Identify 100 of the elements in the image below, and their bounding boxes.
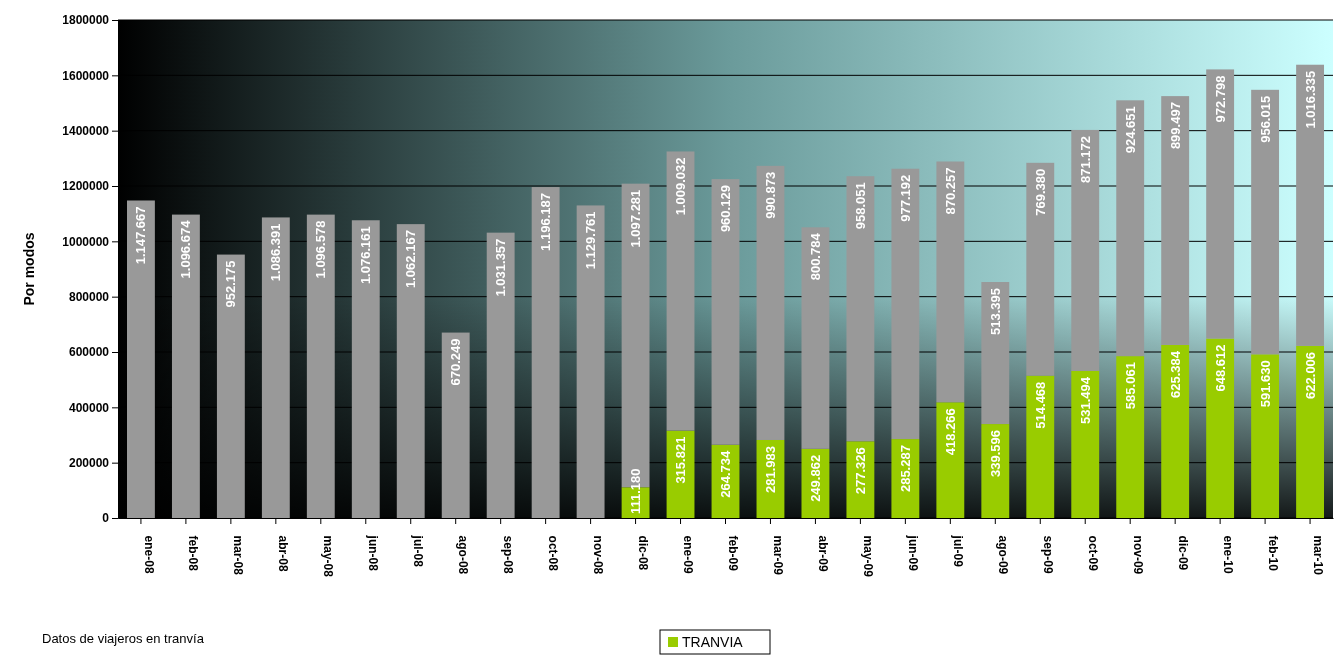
data-label: 1.086.391 — [268, 223, 284, 282]
data-label: 264.734 — [718, 450, 734, 498]
data-label: 591.630 — [1257, 360, 1273, 408]
y-tick-label: 600000 — [68, 345, 110, 360]
data-label: 990.873 — [763, 171, 779, 219]
x-tick-label: mar-09 — [771, 535, 786, 576]
data-label: 111.180 — [628, 468, 644, 514]
y-tick-label: 1400000 — [62, 124, 110, 139]
data-label: 625.384 — [1167, 350, 1183, 398]
bar — [1206, 69, 1235, 339]
data-label: 1.147.667 — [133, 206, 149, 265]
data-label: 1.196.187 — [538, 193, 554, 251]
data-label: 1.096.674 — [178, 219, 194, 279]
data-label: 1.096.578 — [313, 220, 329, 279]
data-label: 1.129.761 — [583, 211, 599, 270]
bar — [756, 165, 785, 440]
x-tick-label: ene-09 — [681, 535, 696, 574]
x-tick-label: dic-08 — [636, 535, 651, 571]
data-label: 871.172 — [1077, 135, 1093, 183]
x-tick-label: abr-08 — [276, 535, 291, 572]
bar — [1206, 338, 1235, 518]
y-tick-label: 400000 — [68, 400, 110, 415]
data-label: 418.266 — [942, 408, 958, 456]
bar — [1026, 162, 1055, 376]
x-tick-label: oct-08 — [546, 535, 561, 572]
x-tick-label: jun-08 — [366, 534, 381, 572]
data-label: 1.097.281 — [628, 189, 644, 248]
bar — [1251, 354, 1280, 518]
x-tick-label: sep-08 — [501, 535, 516, 574]
y-tick-label: 800000 — [68, 290, 110, 305]
bar — [1296, 345, 1325, 518]
data-label: 648.612 — [1212, 344, 1228, 392]
bar — [1116, 100, 1145, 357]
data-label: 960.129 — [718, 185, 734, 233]
bar — [1161, 344, 1190, 518]
bar — [171, 214, 200, 518]
data-label: 315.821 — [673, 436, 689, 484]
data-label: 531.494 — [1077, 376, 1093, 424]
data-label: 281.983 — [763, 445, 779, 493]
y-tick-label: 1800000 — [62, 13, 110, 28]
bar — [261, 217, 290, 518]
data-label: 670.249 — [448, 338, 464, 386]
bar — [306, 214, 335, 518]
legend-label: TRANVIA — [682, 634, 744, 650]
bar — [531, 187, 560, 518]
y-tick-label: 200000 — [68, 456, 110, 471]
data-label: 769.380 — [1032, 168, 1048, 216]
bar — [1026, 375, 1055, 518]
x-tick-label: ene-10 — [1220, 535, 1235, 574]
x-tick-label: jul-09 — [950, 534, 965, 568]
x-tick-label: jul-08 — [411, 534, 426, 568]
x-tick-label: nov-09 — [1130, 535, 1145, 575]
bar — [1071, 370, 1100, 518]
y-tick-label: 1000000 — [62, 234, 110, 249]
x-tick-label: may-08 — [321, 535, 336, 578]
data-label: 972.798 — [1212, 75, 1228, 123]
x-tick-label: sep-09 — [1040, 535, 1055, 574]
x-tick-label: dic-09 — [1175, 535, 1190, 571]
bar — [711, 179, 740, 445]
data-label: 870.257 — [942, 167, 958, 215]
bar — [351, 220, 380, 518]
data-label: 339.596 — [987, 430, 1003, 478]
bar — [846, 176, 875, 442]
bar — [936, 402, 965, 518]
bar — [936, 161, 965, 403]
data-label: 952.175 — [223, 260, 239, 308]
bar — [981, 282, 1010, 425]
bar — [1116, 356, 1145, 518]
text: Datos de viajeros en tranvía — [42, 631, 205, 646]
data-label: 958.051 — [852, 182, 868, 230]
data-label: 285.287 — [897, 445, 913, 493]
data-label: 1.076.161 — [358, 226, 374, 285]
bar — [486, 232, 515, 518]
x-tick-label: jun-09 — [905, 534, 920, 572]
data-label: 514.468 — [1032, 381, 1048, 429]
bar — [126, 200, 155, 518]
x-tick-label: oct-09 — [1085, 535, 1100, 572]
data-label: 1.016.335 — [1302, 70, 1318, 129]
bar — [1296, 64, 1325, 346]
data-label: 277.326 — [852, 447, 868, 495]
data-label: 585.061 — [1122, 362, 1138, 410]
bar — [1161, 96, 1190, 345]
data-label: 1.031.357 — [493, 238, 509, 297]
x-tick-label: feb-09 — [726, 535, 741, 572]
x-tick-label: mar-08 — [231, 535, 246, 576]
y-axis-title: Por modos — [21, 232, 37, 306]
data-label: 622.006 — [1302, 351, 1318, 399]
data-label: 1.009.032 — [673, 157, 689, 216]
data-label: 513.395 — [987, 288, 1003, 336]
x-tick-label: ene-08 — [141, 535, 156, 574]
data-label: 924.651 — [1122, 106, 1138, 154]
y-tick-label: 1600000 — [62, 68, 110, 83]
bar — [576, 205, 605, 518]
bar — [891, 168, 920, 440]
y-tick-label: 1200000 — [62, 179, 110, 194]
x-tick-label: feb-10 — [1265, 535, 1280, 572]
data-label: 977.192 — [897, 174, 913, 222]
x-tick-label: ago-08 — [456, 535, 471, 575]
bar — [1071, 129, 1100, 371]
data-label: 249.862 — [807, 454, 823, 502]
